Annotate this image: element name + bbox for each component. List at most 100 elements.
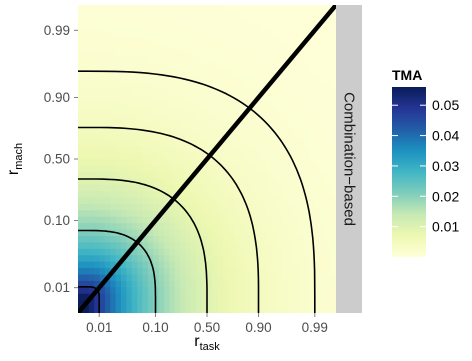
heatmap-tile [115,120,122,128]
heatmap-tile [282,56,289,64]
heatmap-tile [303,242,310,250]
x-tick-label: 0.99 [302,320,328,335]
heatmap-tile [147,101,154,109]
heatmap-tile [110,37,117,45]
heatmap-tile [94,203,101,211]
heatmap-tile [314,75,321,83]
heatmap-tile [260,139,267,147]
heatmap-tile [303,88,310,96]
heatmap-tile [78,280,84,288]
heatmap-tile [104,178,111,186]
heatmap-tile [250,5,256,13]
heatmap-tile [83,49,90,57]
heatmap-tile [255,11,262,19]
heatmap-tile [131,255,138,263]
heatmap-tile [325,94,332,102]
heatmap-tile [169,88,176,96]
heatmap-tile [137,120,144,128]
heatmap-tile [169,223,176,231]
heatmap-tile [158,43,165,51]
heatmap-tile [309,178,316,186]
heatmap-tile [126,107,133,115]
heatmap-tile [298,94,305,102]
heatmap-tile [158,88,165,96]
heatmap-tile [250,62,256,70]
contour-line [78,229,157,313]
heatmap-tile [228,37,235,45]
heatmap-tile [115,165,122,173]
heatmap-tile [298,88,305,96]
heatmap-tile [228,101,235,109]
heatmap-tile [314,30,321,38]
heatmap-tile [190,223,197,231]
heatmap-tile [164,107,170,115]
heatmap-tile [142,268,149,276]
heatmap-tile [126,126,133,134]
heatmap-tile [244,229,251,237]
heatmap-tile [142,82,149,90]
heatmap-tile [287,17,294,25]
heatmap-tile [309,62,316,70]
heatmap-tile [196,139,203,147]
heatmap-tile [303,159,310,167]
heatmap-tile [110,191,117,199]
heatmap-tile [104,210,111,218]
heatmap-tile [282,287,289,295]
heatmap-tile [271,287,278,295]
heatmap-tile [303,56,310,64]
heatmap-tile [126,300,133,308]
heatmap-tile [298,11,305,19]
heatmap-tile [83,242,90,250]
heatmap-tile [78,255,84,263]
heatmap-tile [169,94,176,102]
heatmap-tile [190,184,197,192]
heatmap-tile [319,223,326,231]
heatmap-tile [174,197,181,205]
heatmap-tile [207,255,213,263]
heatmap-tile [217,171,224,179]
heatmap-tile [115,107,122,115]
heatmap-tile [190,152,197,160]
heatmap-tile [137,82,144,90]
heatmap-tile [185,5,192,13]
heatmap-tile [83,191,90,199]
heatmap-tile [158,242,165,250]
heatmap-tile [266,171,273,179]
heatmap-tile [223,236,230,244]
heatmap-tile [153,152,160,160]
heatmap-tile [271,197,278,205]
heatmap-tile [239,101,246,109]
heatmap-tile [121,146,127,154]
heatmap-tile [83,184,90,192]
heatmap-tile [250,30,256,38]
heatmap-tile [158,229,165,237]
heatmap-tile [115,152,122,160]
heatmap-tile [201,223,208,231]
heatmap-tile [260,94,267,102]
heatmap-tile [330,223,336,231]
heatmap-tile [201,17,208,25]
heatmap-tile [137,191,144,199]
heatmap-tile [266,17,273,25]
heatmap-tile [266,165,273,173]
heatmap-tile [153,133,160,141]
heatmap-tile [104,107,111,115]
heatmap-tile [228,56,235,64]
heatmap-tile [94,24,101,32]
heatmap-tile [185,37,192,45]
heatmap-tile [276,191,283,199]
heatmap-tile [293,274,299,282]
heatmap-tile [147,229,154,237]
heatmap-tile [207,242,213,250]
heatmap-tile [314,114,321,122]
heatmap-tile [212,216,219,224]
heatmap-tile [223,120,230,128]
heatmap-tile [293,287,299,295]
heatmap-tile [164,88,170,96]
heatmap-tile [196,306,203,313]
heatmap-tile [185,255,192,263]
heatmap-tile [142,88,149,96]
heatmap-tile [212,191,219,199]
heatmap-tile [164,306,170,313]
heatmap-tile [153,197,160,205]
